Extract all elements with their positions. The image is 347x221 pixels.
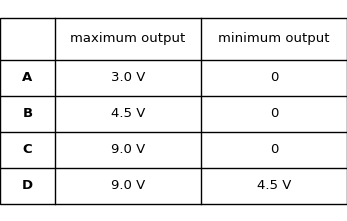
- Text: A: A: [22, 71, 33, 84]
- Text: 4.5 V: 4.5 V: [111, 107, 145, 120]
- Text: 0: 0: [270, 71, 278, 84]
- Bar: [0, 17, 347, 204]
- Text: 9.0 V: 9.0 V: [111, 179, 145, 192]
- Text: D: D: [22, 179, 33, 192]
- Text: 9.0 V: 9.0 V: [111, 143, 145, 156]
- Text: C: C: [23, 143, 32, 156]
- Text: 0: 0: [270, 107, 278, 120]
- Text: B: B: [23, 107, 33, 120]
- Text: maximum output: maximum output: [70, 32, 186, 45]
- Text: 0: 0: [270, 143, 278, 156]
- Text: 4.5 V: 4.5 V: [257, 179, 291, 192]
- Text: minimum output: minimum output: [218, 32, 330, 45]
- Text: 3.0 V: 3.0 V: [111, 71, 145, 84]
